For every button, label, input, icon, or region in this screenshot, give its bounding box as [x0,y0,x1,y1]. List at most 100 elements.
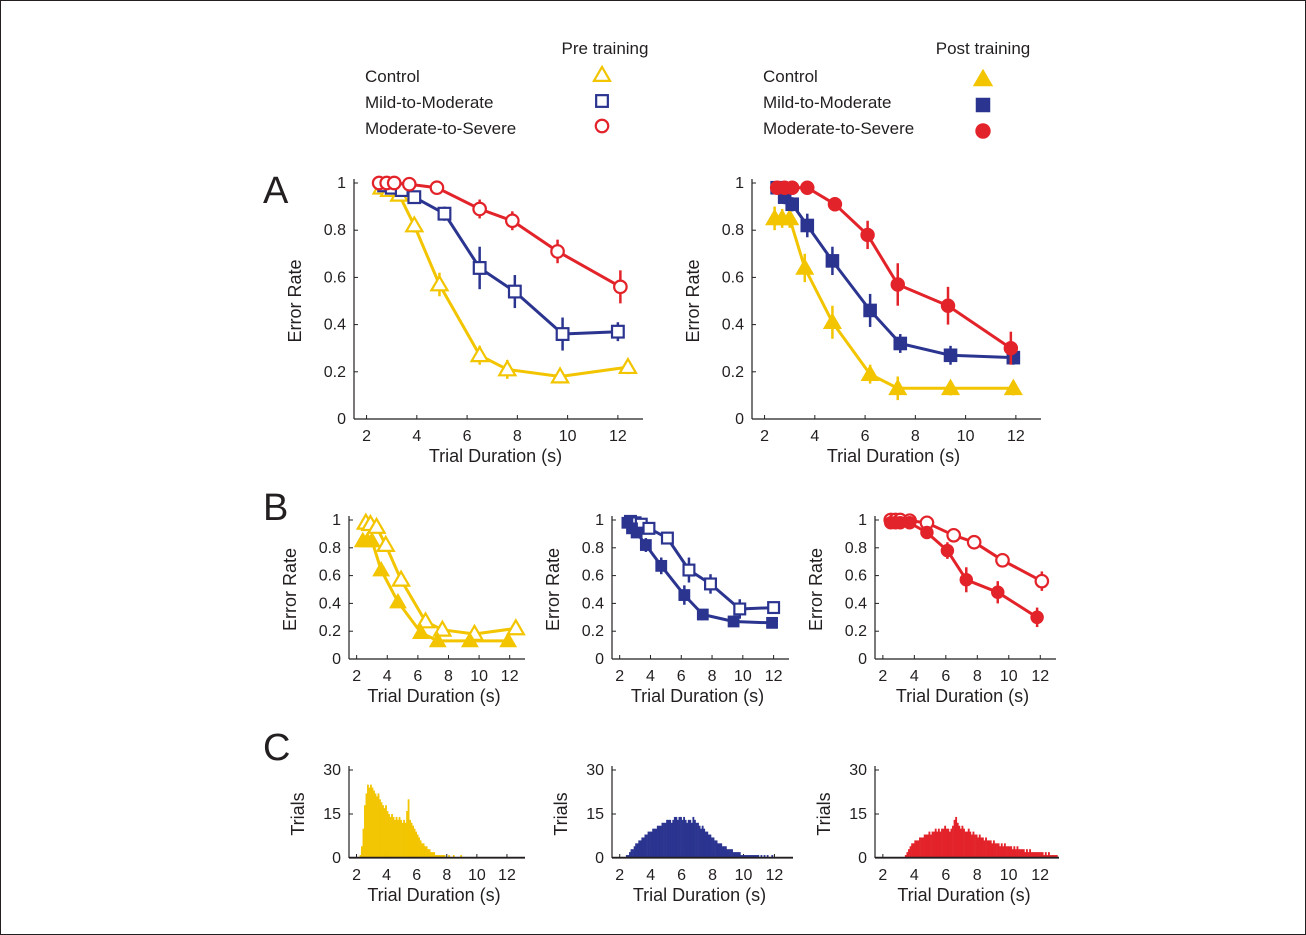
data-point [1034,573,1050,589]
histogram-bar [745,855,747,858]
data-point [412,623,430,639]
histogram-bar [416,834,419,858]
histogram-bar [442,855,445,858]
histogram-bar [970,834,973,858]
panel-letter-a: A [263,170,289,212]
histogram-bar [985,837,987,858]
histogram-bar [986,840,989,858]
series-line [383,183,618,336]
histogram-bar [652,828,655,858]
x-tick-label: 8 [973,668,982,685]
histogram-bar [908,849,910,858]
histogram-bar [649,831,651,858]
data-point [386,175,402,191]
data-point [704,577,718,591]
y-axis-label: Trials [288,792,308,835]
x-tick-label: 12 [1031,668,1049,685]
axes-c-severe: 2 4 6 8 10 12 0 15 30 Trial Duration (s) Trials [814,762,1059,905]
legend-post-title: Post training [936,39,1031,58]
x-tick-label: 12 [1031,867,1049,884]
legend-post-markers [972,68,994,139]
histogram-bar [646,834,648,858]
plot-b-control: 2 4 6 8 10 12 0 0.2 0.4 0.6 0.8 1 Trial Duration (s)… [280,512,526,706]
histogram-bar [371,787,374,858]
histogram-bar [738,852,741,858]
y-tick-label: 0.2 [845,623,867,640]
data-point [617,356,638,375]
x-tick-label: 6 [861,428,870,445]
histogram-bar [972,831,975,858]
histogram-bar [681,819,684,858]
data-point [1003,378,1023,396]
data-point [366,516,387,534]
histogram-bar [1033,852,1036,858]
data-point [959,573,974,587]
histogram-bar [673,816,676,858]
legend-pre: Pre training Control Mild-to-Moderate Mo… [365,39,648,138]
y-tick-label: 0 [858,651,867,668]
data-point [460,631,479,648]
histogram-bar [1003,843,1006,858]
histogram-bar [922,837,925,858]
histogram-bar [632,849,634,858]
y-tick-label: 0.2 [324,364,346,381]
histogram-bar [936,831,939,858]
histogram-bar [1040,852,1043,858]
histogram-bar [754,855,757,858]
histogram-bar [1005,846,1008,858]
histogram-bar [436,855,439,858]
y-tick-label: 0.6 [845,568,867,585]
data-point [784,180,800,195]
x-tick-label: 2 [878,867,887,884]
y-tick-label: 1 [332,512,341,529]
data-point [555,327,570,341]
histogram-bar [1038,852,1041,858]
data-point [613,279,628,295]
histogram-bar [914,840,917,858]
data-point [660,531,674,545]
data-point [940,378,961,396]
data-point [785,197,800,212]
x-tick-label: 10 [1000,668,1018,685]
series-mild-post [621,516,778,629]
histogram-bars [349,784,525,859]
data-point [389,592,407,609]
histogram-bar [431,852,434,858]
histogram-bar [992,840,995,858]
data-point [1030,610,1044,625]
histogram-bar [373,790,375,858]
axes-b-control: 2 4 6 8 10 12 0 0.2 0.4 0.6 0.8 1 Trial Duration (s)… [280,512,525,706]
y-axis-label: Error Rate [543,548,563,631]
x-tick-label: 2 [615,867,624,884]
histogram-bar [385,805,387,858]
data-point [639,539,652,551]
histogram-bar [421,843,424,858]
histogram-bar [439,855,442,858]
histogram-bar [1035,852,1038,858]
histogram-bar [667,819,670,858]
x-tick-label: 12 [609,428,627,445]
x-axis-label: Trial Duration (s) [429,446,562,466]
histogram-bar [630,849,633,858]
histogram-bar [975,834,978,858]
histogram-bar [625,855,628,858]
data-point [375,534,396,552]
histogram-bar [763,855,766,858]
histogram-bar [1024,852,1027,858]
histogram-bar [452,855,455,858]
histogram-bar [683,816,686,858]
histogram-bar [430,852,433,858]
x-axis-label: Trial Duration (s) [633,885,766,905]
data-point [902,516,917,530]
y-axis-label: Error Rate [285,259,305,342]
histogram-bar [675,816,678,858]
histogram-bar [382,805,384,858]
histogram-bar [684,819,687,858]
x-axis-label: Trial Duration (s) [896,686,1029,706]
histogram-bar [635,843,638,858]
x-tick-label: 10 [734,668,752,685]
histogram-bars [875,816,1059,859]
histogram-bar [1007,846,1009,858]
x-tick-label: 12 [498,867,516,884]
histogram-bar [749,855,752,858]
